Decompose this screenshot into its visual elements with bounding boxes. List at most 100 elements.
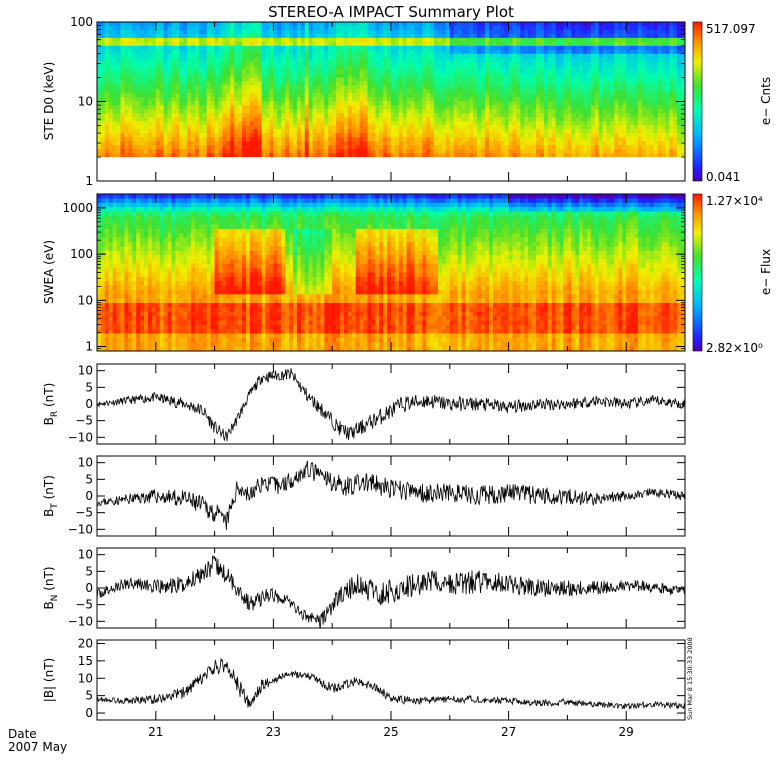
heatmap-cell: [481, 37, 486, 43]
heatmap-cell: [571, 81, 576, 87]
heatmap-cell: [508, 133, 514, 138]
heatmap-cell: [351, 121, 357, 126]
heatmap-cell: [226, 69, 231, 75]
heatmap-cell: [328, 153, 333, 158]
heatmap-cell: [187, 177, 192, 181]
heatmap-cell: [238, 165, 243, 170]
heatmap-cell: [539, 169, 545, 174]
heatmap-cell: [414, 173, 420, 178]
heatmap-cell: [285, 133, 290, 138]
heatmap-cell: [508, 121, 514, 126]
heatmap-cell: [97, 137, 102, 142]
heatmap-cell: [355, 173, 361, 178]
heatmap-cell: [547, 137, 553, 142]
heatmap-cell: [555, 37, 561, 43]
heatmap-cell: [391, 85, 396, 91]
heatmap-cell: [438, 169, 443, 174]
heatmap-cell: [112, 61, 118, 67]
heatmap-cell: [147, 65, 153, 71]
heatmap-cell: [140, 125, 145, 130]
heatmap-cell: [304, 85, 310, 91]
heatmap-cell: [351, 61, 357, 67]
heatmap-cell: [340, 165, 345, 170]
heatmap-cell: [551, 161, 557, 166]
heatmap-cell: [457, 81, 463, 87]
heatmap-cell: [163, 57, 169, 63]
heatmap-cell: [191, 25, 196, 31]
heatmap-cell: [245, 117, 251, 122]
heatmap-cell: [261, 77, 267, 83]
heatmap-cell: [347, 81, 353, 87]
heatmap-cell: [151, 165, 157, 170]
heatmap-cell: [579, 25, 584, 31]
heatmap-cell: [261, 113, 267, 118]
heatmap-cell: [210, 53, 216, 59]
heatmap-cell: [293, 41, 298, 47]
heatmap-cell: [296, 169, 302, 174]
heatmap-cell: [191, 105, 196, 111]
heatmap-cell: [583, 45, 588, 51]
heatmap-cell: [343, 121, 349, 126]
heatmap-cell: [485, 37, 490, 43]
heatmap-cell: [206, 133, 212, 138]
heatmap-cell: [112, 69, 118, 75]
heatmap-cell: [398, 57, 404, 63]
heatmap-cell: [520, 73, 525, 79]
heatmap-cell: [340, 69, 345, 75]
heatmap-cell: [108, 105, 114, 111]
heatmap-cell: [128, 129, 133, 134]
heatmap-cell: [147, 61, 153, 67]
heatmap-cell: [402, 165, 408, 170]
heatmap-cell: [418, 153, 423, 158]
heatmap-cell: [543, 45, 549, 51]
heatmap-cell: [559, 141, 565, 146]
heatmap-cell: [516, 45, 521, 51]
heatmap-cell: [230, 53, 235, 59]
heatmap-cell: [151, 109, 157, 115]
heatmap-cell: [120, 177, 126, 181]
heatmap-cell: [383, 81, 388, 87]
heatmap-cell: [179, 161, 184, 166]
heatmap-cell: [461, 177, 467, 181]
heatmap-cell: [316, 165, 322, 170]
heatmap-cell: [277, 97, 282, 103]
heatmap-cell: [567, 153, 572, 158]
heatmap-cell: [155, 33, 161, 39]
heatmap-cell: [375, 109, 380, 115]
heatmap-cell: [238, 81, 243, 87]
heatmap-cell: [445, 89, 451, 95]
heatmap-cell: [375, 161, 380, 166]
heatmap-cell: [328, 73, 333, 79]
heatmap-cell: [445, 137, 451, 142]
heatmap-cell: [359, 125, 365, 130]
heatmap-cell: [171, 117, 176, 122]
heatmap-cell: [398, 125, 404, 130]
heatmap-cell: [500, 101, 506, 107]
heatmap-cell: [214, 109, 220, 115]
heatmap-cell: [481, 49, 486, 55]
heatmap-cell: [465, 113, 470, 118]
heatmap-cell: [418, 97, 423, 103]
heatmap-cell: [410, 165, 416, 170]
heatmap-cell: [202, 129, 208, 134]
heatmap-cell: [285, 53, 290, 59]
heatmap-cell: [563, 117, 568, 122]
heatmap-cell: [132, 81, 137, 87]
heatmap-cell: [108, 81, 114, 87]
heatmap-cell: [171, 145, 176, 150]
heatmap-cell: [583, 97, 588, 103]
heatmap-cell: [218, 89, 224, 95]
heatmap-cell: [438, 57, 443, 63]
heatmap-cell: [257, 29, 263, 35]
heatmap-cell: [187, 149, 192, 154]
heatmap-cell: [265, 157, 271, 162]
heatmap-cell: [457, 117, 463, 122]
heatmap-cell: [422, 145, 427, 150]
heatmap-cell: [445, 101, 451, 107]
heatmap-cell: [151, 53, 157, 59]
heatmap-cell: [532, 73, 537, 79]
heatmap-cell: [183, 53, 188, 59]
heatmap-cell: [430, 53, 435, 59]
heatmap-cell: [524, 117, 529, 122]
heatmap-cell: [202, 161, 208, 166]
